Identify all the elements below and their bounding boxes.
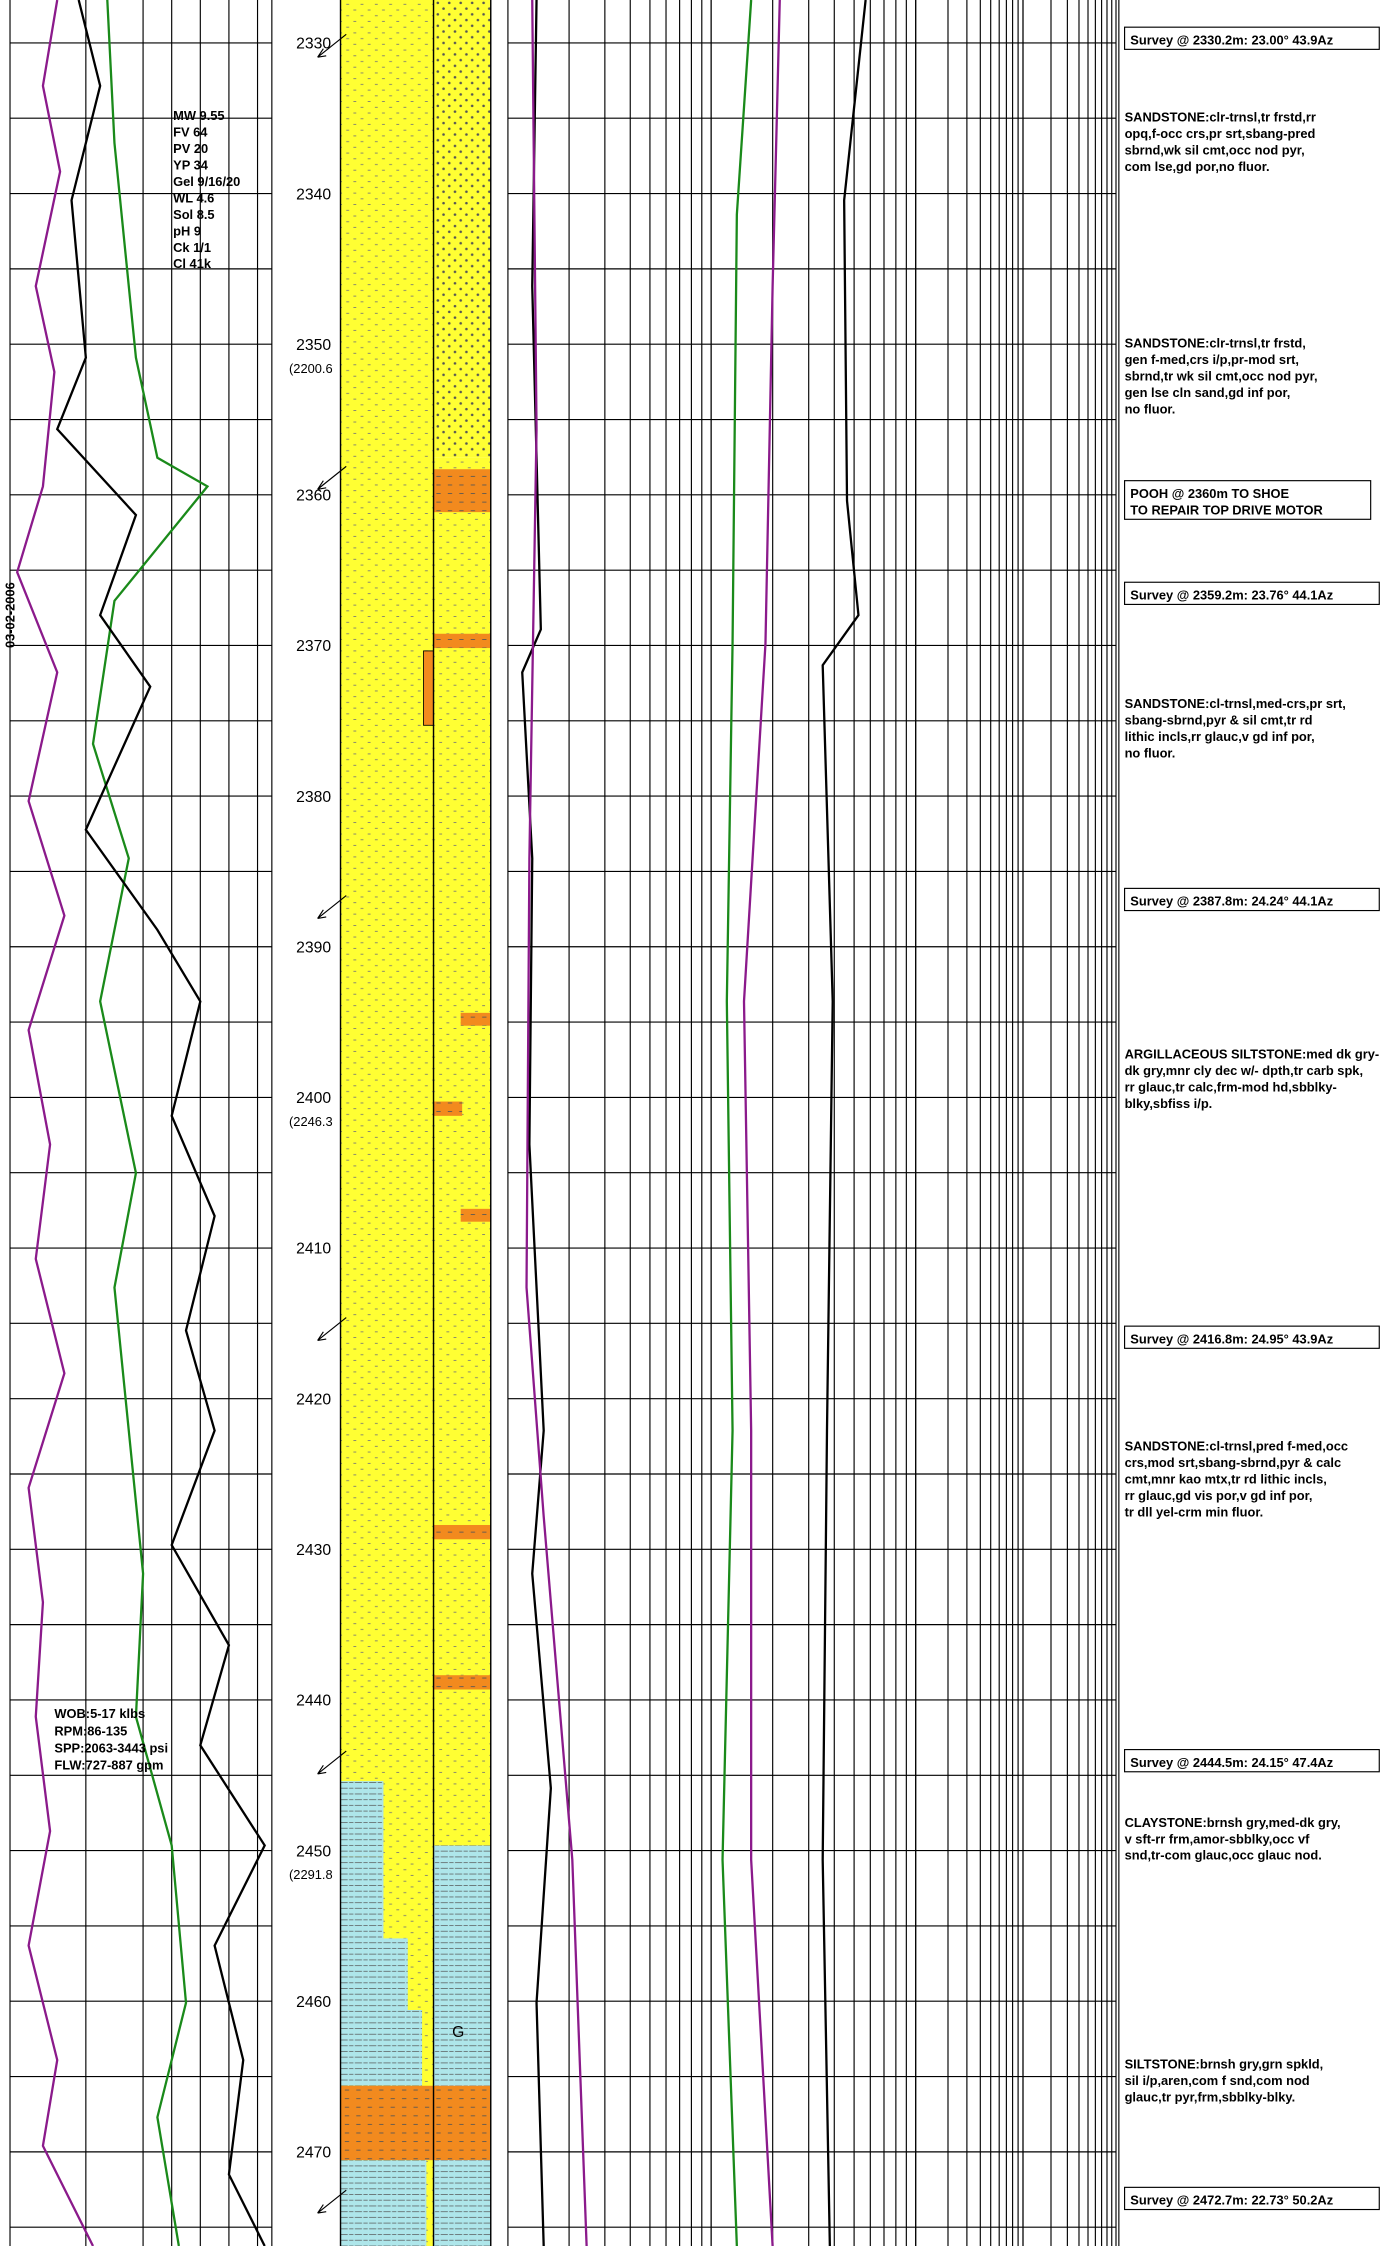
lithology-description: snd,tr-com glauc,occ glauc nod. [1125, 1848, 1322, 1863]
remark-boxed-text: Survey @ 2387.8m: 24.24° 44.1Az [1130, 894, 1333, 909]
depth-label: 2410 [296, 1241, 331, 1258]
curves [15, 0, 867, 2246]
mud-property: WL 4.6 [173, 190, 214, 205]
remark-boxed-text: TO REPAIR TOP DRIVE MOTOR [1130, 502, 1323, 517]
survey-marker [317, 1317, 347, 1342]
survey-marker [317, 33, 347, 58]
lithology-description: gen f-med,crs i/p,pr-mod srt, [1125, 352, 1299, 367]
grid [9, 0, 1120, 2246]
drilling-parameter: FLW:727-887 gpm [54, 1758, 163, 1773]
depth-label: 2330 [296, 36, 331, 53]
remark-box [1124, 1325, 1380, 1349]
mud-property: YP 34 [173, 158, 209, 173]
annotations: 2330 2340 2350 2360 2370 2380 2390 2400 2410 2420… [54, 26, 1380, 2211]
depth-label: 2450 [296, 1843, 331, 1860]
mud-property: FV 64 [173, 125, 208, 140]
lithology-description: SANDSTONE:clr-trnsl,tr frstd, [1125, 336, 1306, 351]
mud-property: Gel 9/16/20 [173, 174, 240, 189]
tvd-label: (2200.6 [289, 361, 333, 376]
lithology-description: rr glauc,tr calc,frm-mod hd,sbblky- [1125, 1080, 1337, 1095]
lithology-description: lithic incls,rr glauc,v gd inf por, [1125, 729, 1315, 744]
remark-box [1124, 2186, 1380, 2211]
lithology-symbol: G [452, 2024, 464, 2041]
mud-property: pH 9 [173, 223, 201, 238]
drilling-parameter: WOB:5-17 klbs [54, 1706, 145, 1721]
lithology-description: tr dll yel-crm min fluor. [1125, 1504, 1264, 1519]
depth-label: 2390 [296, 939, 331, 956]
depth-label: 2400 [296, 1090, 331, 1107]
lithology-description: ARGILLACEOUS SILTSTONE:med dk gry- [1125, 1047, 1380, 1062]
lithology-description: crs,mod srt,sbang-sbrnd,pyr & calc [1125, 1455, 1342, 1470]
remark-box [1124, 887, 1380, 912]
lithology-description: dk gry,mnr cly dec w/- dpth,tr carb spk, [1125, 1063, 1363, 1078]
mud-property: MW 9.55 [173, 108, 224, 123]
drilling-parameter: SPP:2063-3443 psi [54, 1740, 168, 1755]
lithology-description: SANDSTONE:cl-trnsl,pred f-med,occ [1125, 1439, 1348, 1454]
depth-label: 2460 [296, 1994, 331, 2011]
mud-property: PV 20 [173, 141, 208, 156]
remark-boxed-text: Survey @ 2416.8m: 24.95° 43.9Az [1130, 1331, 1333, 1346]
lithology-description: com lse,gd por,no fluor. [1125, 159, 1270, 174]
survey-marker [317, 1750, 347, 1775]
survey-marker [317, 2189, 347, 2214]
depth-label: 2350 [296, 337, 331, 354]
lithology-description: no fluor. [1125, 401, 1176, 416]
survey-marker [317, 465, 347, 490]
lithology-description: v sft-rr frm,amor-sbblky,occ vf [1125, 1831, 1311, 1846]
remark-boxed-text: Survey @ 2444.5m: 24.15° 47.4Az [1130, 1755, 1333, 1770]
lithology-description: rr glauc,gd vis por,v gd inf por, [1125, 1488, 1313, 1503]
remark-boxed-text: Survey @ 2472.7m: 22.73° 50.2Az [1130, 2193, 1333, 2208]
lithology-description: sil i/p,aren,com f snd,com nod [1125, 2073, 1310, 2088]
lithology-description: cmt,mnr kao mtx,tr rd lithic incls, [1125, 1472, 1327, 1487]
survey-marker [317, 895, 347, 919]
remark-box [1124, 480, 1372, 520]
remark-boxed-text: Survey @ 2330.2m: 23.00° 43.9Az [1130, 32, 1333, 47]
lithology-description: sbrnd,tr wk sil cmt,occ nod pyr, [1125, 369, 1318, 384]
lithology-description: glauc,tr pyr,frm,sbblky-blky. [1125, 2090, 1296, 2105]
lithology-description: CLAYSTONE:brnsh gry,med-dk gry, [1125, 1815, 1341, 1830]
mud-property: Sol 8.5 [173, 207, 214, 222]
lithology-description: SANDSTONE:cl-trnsl,med-crs,pr srt, [1125, 696, 1346, 711]
date: 03-02-2006 [2, 582, 17, 648]
lithology-description: gen lse cln sand,gd inf por, [1125, 385, 1291, 400]
remark-box [1124, 26, 1380, 50]
remark-box [1124, 1749, 1380, 1773]
depth-label: 2430 [296, 1542, 331, 1559]
lithology-description: opq,f-occ crs,pr srt,sbang-pred [1125, 126, 1316, 141]
depth-label: 2380 [296, 789, 331, 806]
mud-property: Ck 1/1 [173, 240, 211, 255]
lithology-description: no fluor. [1125, 745, 1176, 760]
lithology-description: blky,sbfiss i/p. [1125, 1096, 1213, 1111]
depth-label: 2360 [296, 488, 331, 505]
drilling-parameter: RPM:86-135 [54, 1723, 127, 1738]
lithology-description: sbrnd,wk sil cmt,occ nod pyr, [1125, 143, 1305, 158]
depth-label: 2440 [296, 1693, 331, 1710]
mud-property: Cl 41k [173, 256, 212, 271]
lithology-description: sbang-sbrnd,pyr & sil cmt,tr rd [1125, 713, 1313, 728]
depth-label: 2470 [296, 2145, 331, 2162]
remark-box [1124, 581, 1380, 605]
tvd-label: (2291.8 [289, 1867, 333, 1882]
depth-label: 2420 [296, 1391, 331, 1408]
remark-boxed-text: Survey @ 2359.2m: 23.76° 44.1Az [1130, 587, 1333, 602]
lithology-description: SANDSTONE:clr-trnsl,tr frstd,rr [1125, 110, 1316, 125]
depth-label: 2370 [296, 638, 331, 655]
lithology [339, 0, 492, 2246]
remark-boxed-text: POOH @ 2360m TO SHOE [1130, 486, 1289, 501]
tvd-label: (2246.3 [289, 1114, 333, 1129]
lithology-description: SILTSTONE:brnsh gry,grn spkld, [1125, 2057, 1324, 2072]
depth-label: 2340 [296, 186, 331, 203]
